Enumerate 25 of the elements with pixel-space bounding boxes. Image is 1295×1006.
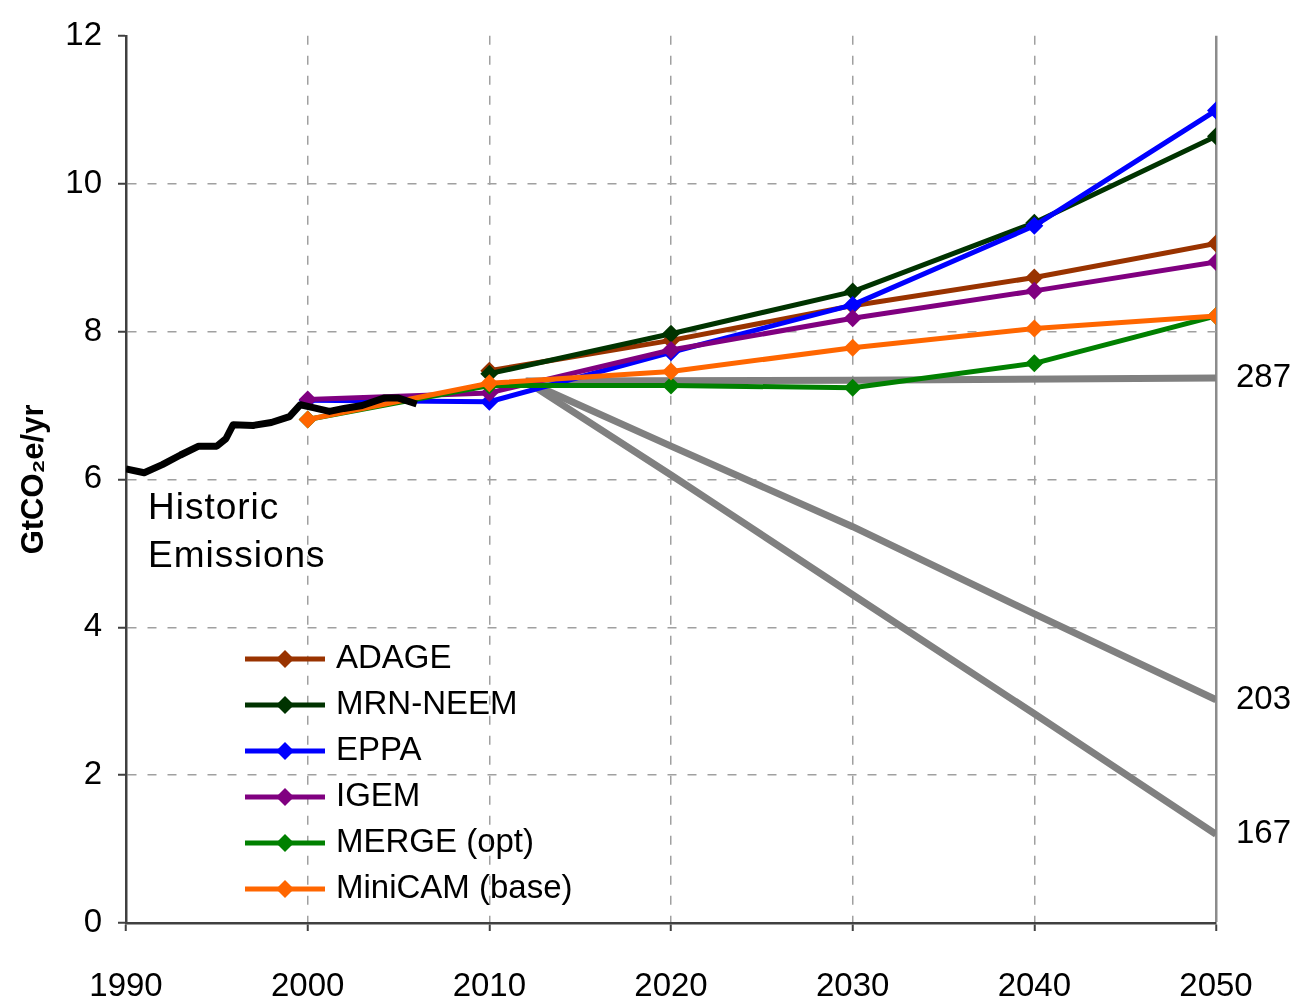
legend-label: MRN-NEEM [336, 684, 518, 722]
series-label: 167 [1236, 813, 1292, 851]
series-label: Historic Emissions [148, 486, 326, 576]
x-tick-label: 2040 [997, 965, 1072, 1003]
legend-label: MERGE (opt) [336, 822, 535, 860]
y-axis-title: GtCO₂e/yr [15, 404, 51, 555]
y-tick-label: 12 [65, 14, 102, 52]
legend-label: MiniCAM (base) [336, 868, 573, 906]
x-tick-label: 2000 [270, 965, 345, 1003]
x-tick-label: 2010 [452, 965, 527, 1003]
x-tick-label: 2020 [634, 965, 708, 1003]
x-tick-label: 2050 [1179, 965, 1253, 1003]
series-label: 287 [1236, 357, 1292, 395]
legend-label: ADAGE [336, 638, 452, 676]
series-label: 203 [1236, 678, 1292, 716]
y-tick-label: 6 [83, 458, 102, 496]
x-tick-label: 2030 [815, 965, 890, 1003]
y-tick-label: 2 [83, 754, 102, 792]
y-tick-label: 4 [83, 606, 102, 644]
x-tick-label: 1990 [89, 965, 163, 1003]
legend-label: IGEM [336, 776, 421, 814]
y-tick-label: 0 [83, 902, 102, 940]
legend-label: EPPA [336, 730, 422, 768]
y-tick-label: 8 [83, 310, 102, 348]
y-tick-label: 10 [65, 162, 102, 200]
